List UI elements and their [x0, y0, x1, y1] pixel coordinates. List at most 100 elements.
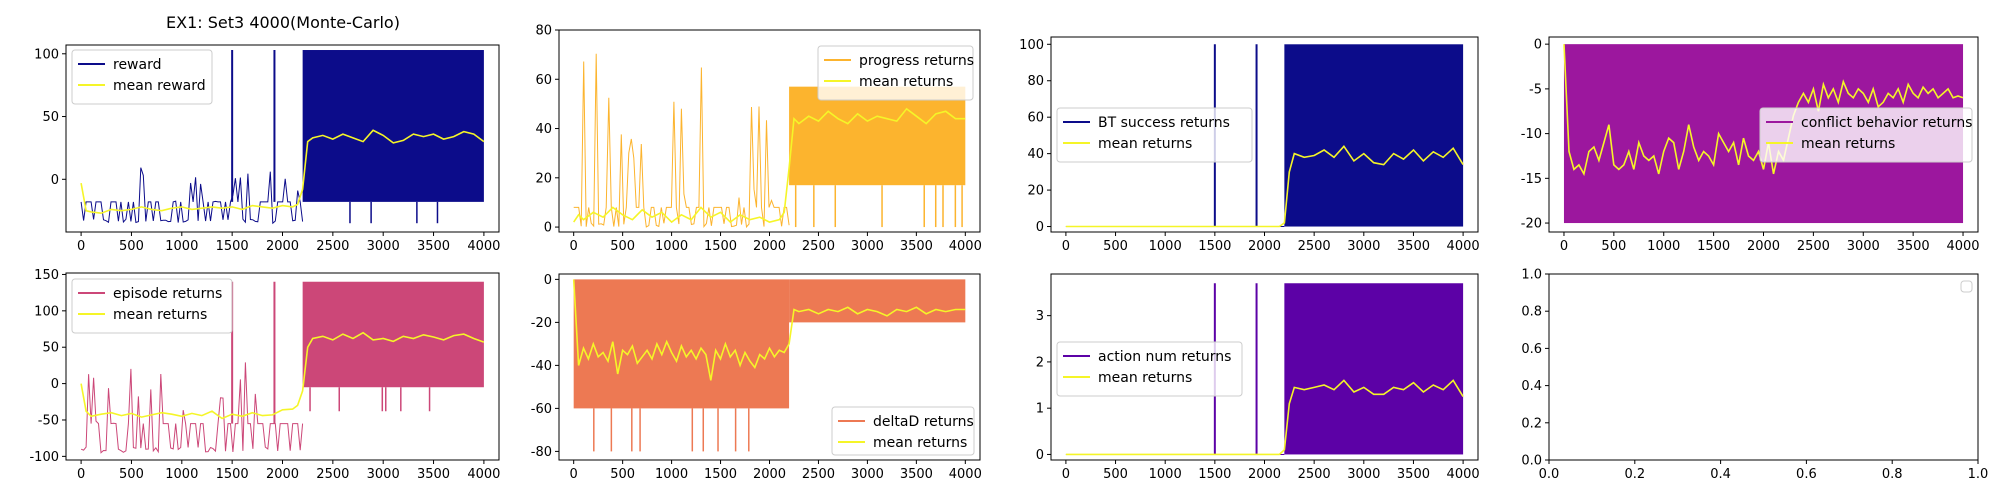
- subplot-p2: 0 500 1000 1500 2000 2500 3000 3500 4000 0 20 40 60 8…: [535, 24, 981, 255]
- x-tick-label: 1000: [655, 467, 688, 482]
- x-tick-label: 3500: [417, 467, 450, 482]
- x-tick-label: 0.6: [1796, 467, 1817, 482]
- legend-label: mean returns: [859, 74, 953, 90]
- x-tick-label: 3000: [367, 239, 400, 254]
- legend: [1960, 280, 1973, 293]
- y-tick-label: -10: [1521, 127, 1542, 142]
- plot-area: [80, 281, 485, 454]
- x-tick-label: 2000: [1747, 239, 1780, 254]
- y-tick-label: -40: [531, 359, 552, 374]
- x-tick-label: 500: [1103, 467, 1128, 482]
- x-tick-label: 0.8: [1882, 467, 1903, 482]
- x-tick-label: 1000: [165, 239, 198, 254]
- x-tick-label: 2000: [753, 467, 786, 482]
- y-tick-label: 100: [34, 47, 59, 62]
- x-tick-label: 2500: [802, 239, 835, 254]
- plot-area: [1065, 283, 1464, 456]
- x-tick-label: 2000: [266, 239, 299, 254]
- x-tick-label: 1.0: [1968, 467, 1989, 482]
- series-band-1-2: [789, 279, 966, 323]
- legend-box: [71, 278, 233, 334]
- y-tick-label: 0.2: [1521, 416, 1542, 431]
- legend-label: BT success returns: [1098, 115, 1230, 131]
- x-tick-label: 2500: [316, 239, 349, 254]
- y-tick-label: 0: [544, 221, 552, 236]
- x-tick-label: 1500: [216, 467, 249, 482]
- plot-area: [1065, 44, 1464, 228]
- x-tick-label: 3500: [417, 239, 450, 254]
- legend: episode returns mean returns: [71, 278, 233, 334]
- series-line-2: [1065, 145, 1464, 228]
- legend-label: deltaD returns: [873, 414, 974, 430]
- y-tick-label: 50: [42, 341, 59, 356]
- legend-label: mean reward: [113, 78, 206, 94]
- x-tick-label: 2500: [802, 467, 835, 482]
- y-tick-label: -100: [29, 450, 59, 465]
- legend-label: mean returns: [113, 307, 207, 323]
- x-tick-label: 1000: [165, 467, 198, 482]
- x-tick-label: 3000: [1347, 239, 1380, 254]
- y-tick-label: 80: [535, 24, 552, 39]
- legend-label: reward: [113, 57, 162, 73]
- subplot-p4: 0 500 1000 1500 2000 2500 3000 3500 4000 -20 -15 -1…: [1521, 36, 1980, 254]
- series-band-1-2: [1284, 283, 1464, 455]
- y-tick-label: 0: [1534, 38, 1542, 53]
- x-tick-label: 1500: [216, 239, 249, 254]
- x-tick-label: 3000: [1347, 467, 1380, 482]
- x-tick-label: 3000: [367, 467, 400, 482]
- legend-box: [831, 406, 975, 456]
- x-tick-label: 2500: [316, 467, 349, 482]
- series-line-2: [1065, 379, 1464, 456]
- x-tick-label: 0: [1062, 467, 1070, 482]
- x-tick-label: 500: [1103, 239, 1128, 254]
- x-tick-label: 3500: [900, 467, 933, 482]
- y-tick-label: -20: [531, 316, 552, 331]
- x-tick-label: 3000: [851, 239, 884, 254]
- y-tick-label: 100: [1019, 38, 1044, 53]
- legend: deltaD returns mean returns: [831, 406, 975, 456]
- y-tick-label: -80: [531, 445, 552, 460]
- x-tick-label: 500: [1601, 239, 1626, 254]
- x-tick-label: 1500: [704, 239, 737, 254]
- legend: progress returns mean returns: [817, 45, 974, 101]
- legend-box: [1056, 341, 1243, 397]
- y-tick-label: -60: [531, 402, 552, 417]
- x-tick-label: 3000: [851, 467, 884, 482]
- x-tick-label: 1000: [1647, 239, 1680, 254]
- x-tick-label: 1000: [1149, 467, 1182, 482]
- x-tick-label: 500: [610, 467, 635, 482]
- series-band-1-2: [302, 50, 484, 202]
- legend-box: [71, 49, 213, 105]
- y-tick-label: 0.4: [1521, 379, 1542, 394]
- y-tick-label: 0: [51, 377, 59, 392]
- x-tick-label: 3500: [1397, 467, 1430, 482]
- y-tick-label: 0.8: [1521, 305, 1542, 320]
- subplot-p8: 0.0 0.2 0.4 0.6 0.8 1.0 0.0 0.2 0.4 0.6 0.8 1.0: [1521, 268, 1988, 483]
- legend: action num returns mean returns: [1056, 341, 1243, 397]
- legend-box: [1759, 107, 1973, 163]
- subplots: 0 500 1000 1500 2000 2500 3000 3500 4000050100re…: [29, 24, 1988, 483]
- x-tick-label: 4000: [949, 467, 982, 482]
- subplot-p7: 0 500 1000 1500 2000 2500 3000 3500 4000 0 1 2 3 acti…: [1036, 273, 1480, 482]
- x-tick-label: 500: [610, 239, 635, 254]
- x-tick-label: 2000: [1248, 467, 1281, 482]
- plot-area: [80, 50, 485, 225]
- y-tick-label: 1: [1036, 402, 1044, 417]
- x-tick-label: 3500: [900, 239, 933, 254]
- x-tick-label: 0: [1062, 239, 1070, 254]
- y-tick-label: 0: [1036, 220, 1044, 235]
- x-tick-label: 1500: [1198, 467, 1231, 482]
- x-tick-label: 2500: [1298, 239, 1331, 254]
- x-tick-label: 4000: [467, 239, 500, 254]
- y-tick-label: 40: [535, 122, 552, 137]
- x-tick-label: 2000: [1248, 239, 1281, 254]
- x-tick-label: 0: [77, 467, 85, 482]
- y-tick-label: 0.6: [1521, 342, 1542, 357]
- legend-label: mean returns: [1801, 136, 1895, 152]
- x-tick-label: 1000: [1149, 239, 1182, 254]
- y-tick-label: 50: [42, 110, 59, 125]
- series-line-2: [80, 129, 485, 215]
- x-tick-label: 0: [77, 239, 85, 254]
- x-tick-label: 2500: [1298, 467, 1331, 482]
- x-tick-label: 0: [1560, 239, 1568, 254]
